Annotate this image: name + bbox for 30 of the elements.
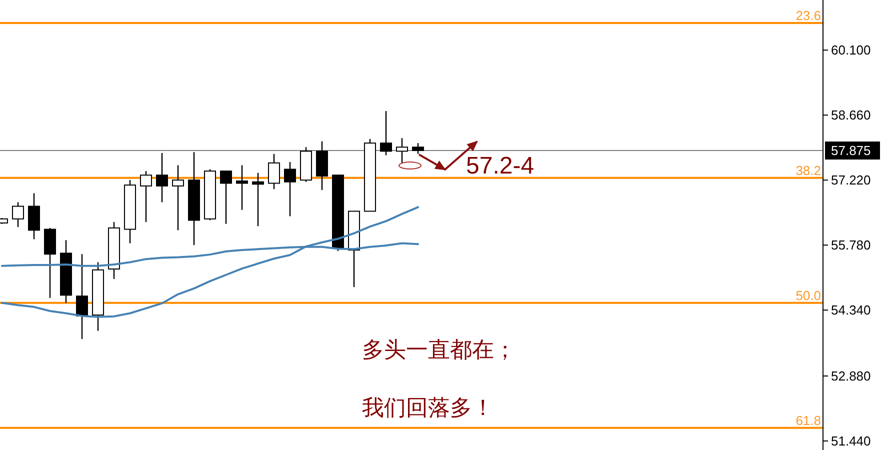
annotation: 23.6: [796, 8, 821, 24]
y-tick-label: 52.880: [831, 368, 871, 384]
y-tick-label: 57.220: [831, 172, 871, 188]
candlestick: [12, 202, 24, 228]
candlestick: [412, 142, 424, 155]
y-tick-label: 58.660: [831, 108, 871, 123]
candlestick: [76, 254, 88, 340]
candlestick: [380, 110, 392, 156]
candlestick: [284, 161, 296, 217]
candlestick: [156, 152, 168, 203]
annotation: 50.0: [796, 288, 821, 303]
annotation: 38.2: [796, 162, 821, 178]
annotation: 多头一直都在；: [362, 337, 516, 362]
y-tick-label: 60.100: [831, 42, 871, 58]
ref-line-label: 57.875: [831, 143, 871, 158]
candlestick: [28, 192, 40, 240]
line-series: [1, 206, 419, 318]
y-tick-label: 55.780: [831, 238, 871, 253]
candlestick: [252, 172, 264, 227]
y-tick-label: 51.440: [831, 433, 871, 448]
annotation: 我们回落多！: [362, 395, 494, 420]
candlestick: [268, 153, 280, 190]
candlestick: [236, 164, 248, 210]
candlestick: [172, 164, 184, 231]
candlestick: [396, 138, 408, 164]
candlestick: [140, 170, 152, 223]
candlestick: [220, 170, 232, 224]
y-tick-label: 54.340: [831, 302, 871, 318]
annotation: 61.8: [796, 412, 821, 428]
text: 57.2-4: [466, 152, 534, 180]
